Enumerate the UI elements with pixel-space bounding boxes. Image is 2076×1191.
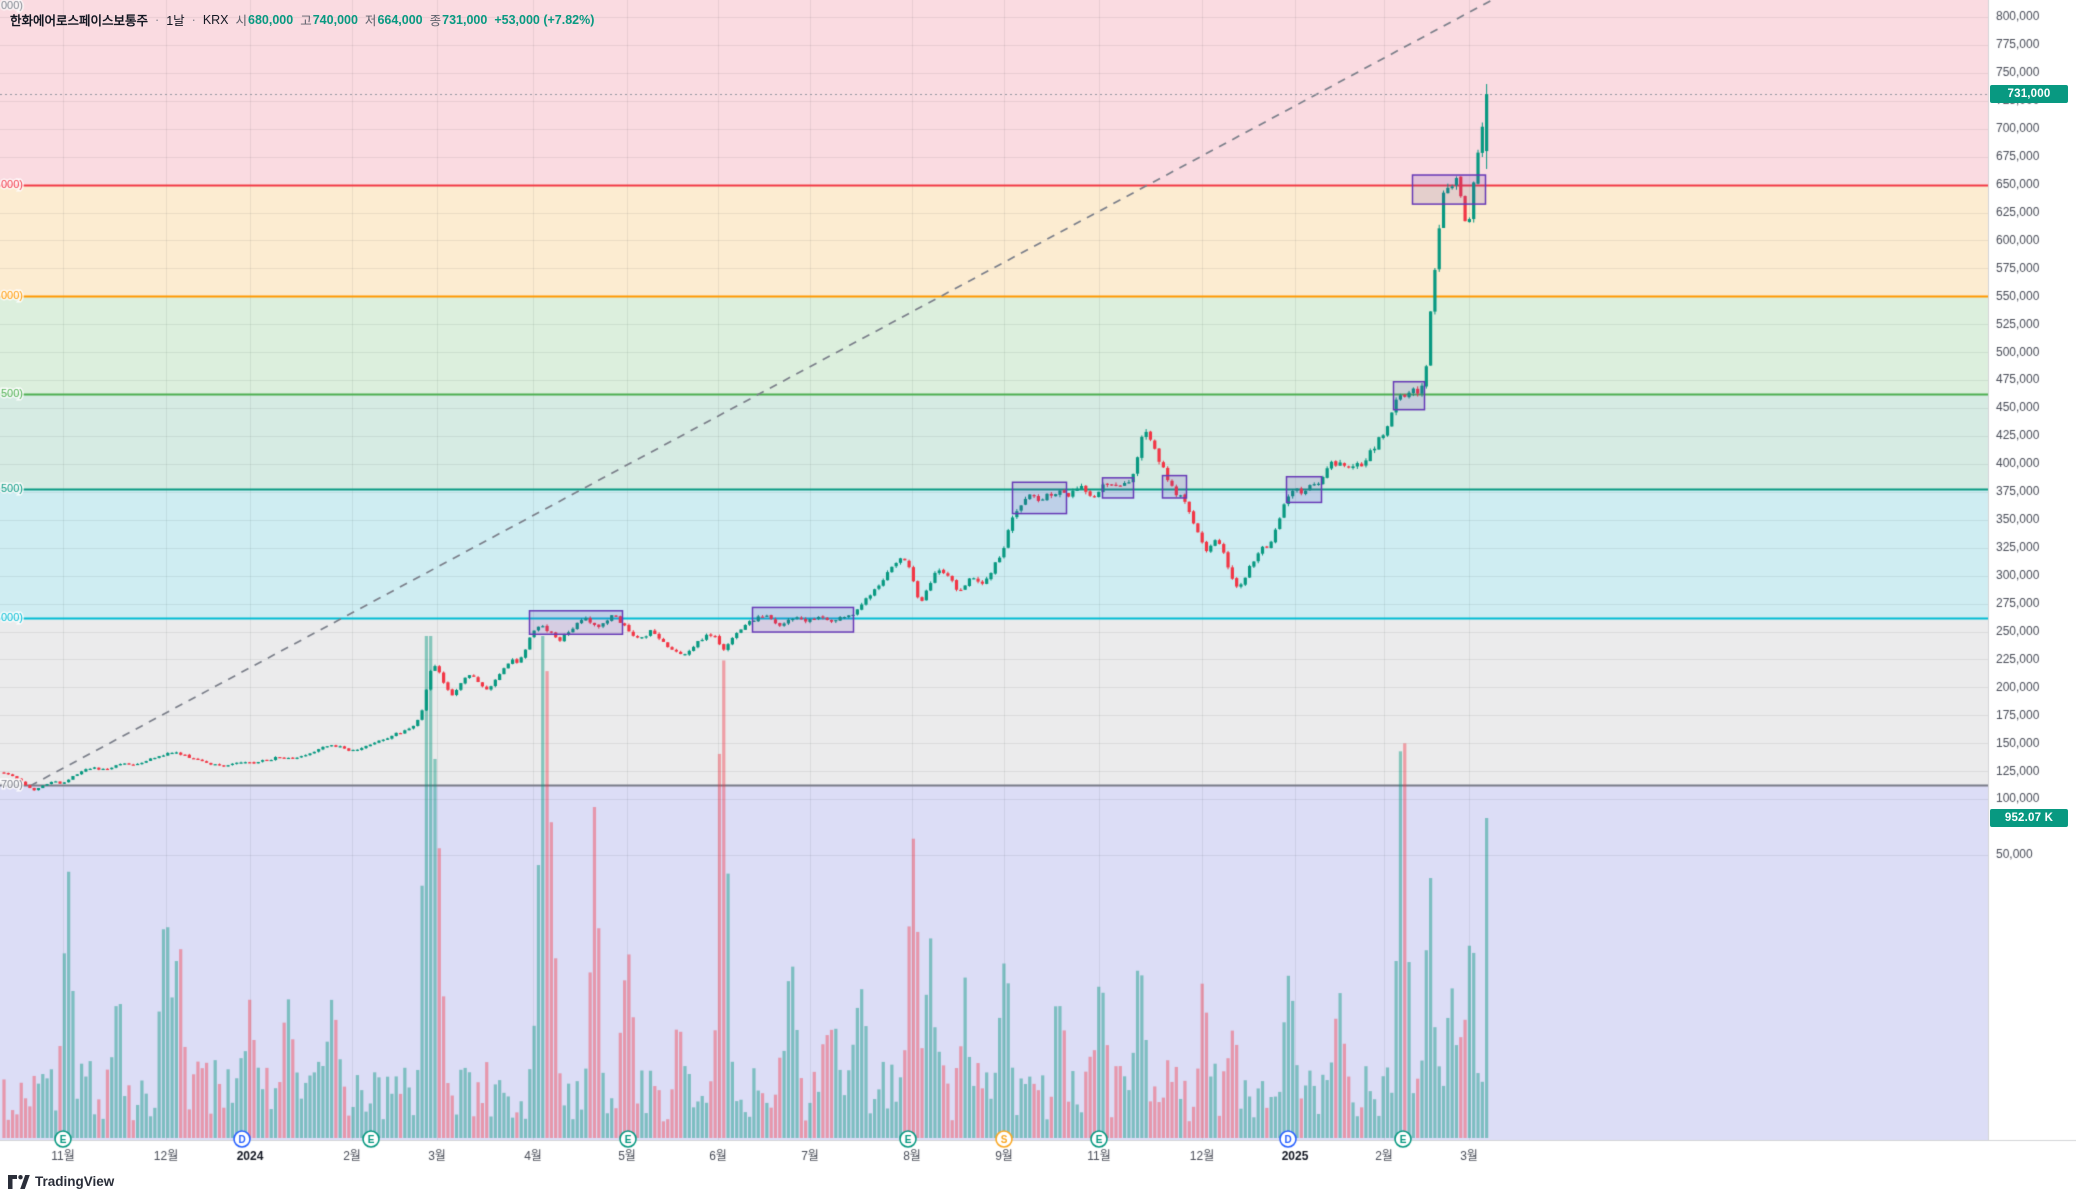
close-value: 731,000 bbox=[442, 12, 488, 27]
last-price-badge: 731,000 bbox=[1990, 85, 2068, 103]
symbol-legend[interactable]: 한화에어로스페이스보통주 · 1날 · KRX 시 680,000 고 740,00… bbox=[10, 10, 594, 29]
exchange-label[interactable]: KRX bbox=[202, 12, 229, 27]
low-value: 664,000 bbox=[377, 12, 423, 27]
symbol-name[interactable]: 한화에어로스페이스보통주 bbox=[10, 14, 149, 28]
open-value: 680,000 bbox=[248, 12, 294, 27]
legend-separator: · bbox=[155, 12, 160, 27]
tradingview-logo-text: TradingView bbox=[35, 1174, 115, 1189]
ohlc-open: 시 680,000 bbox=[236, 10, 294, 29]
ohlc-close: 종 731,000 bbox=[430, 10, 488, 29]
ohlc-high: 고 740,000 bbox=[300, 10, 358, 29]
high-value: 740,000 bbox=[312, 12, 358, 27]
ohlc-low: 저 664,000 bbox=[365, 10, 423, 29]
volume-badge: 952.07 K bbox=[1990, 809, 2068, 827]
tradingview-logo[interactable]: TradingView bbox=[8, 1174, 114, 1189]
tradingview-logo-icon bbox=[8, 1174, 30, 1189]
change-value: +53,000 (+7.82%) bbox=[494, 12, 595, 27]
legend-separator-2: · bbox=[191, 12, 196, 27]
close-label: 종 bbox=[429, 14, 442, 28]
interval-label[interactable]: 1날 bbox=[166, 14, 185, 28]
low-label: 저 bbox=[364, 14, 377, 28]
high-label: 고 bbox=[300, 14, 312, 28]
open-label: 시 bbox=[235, 14, 248, 28]
